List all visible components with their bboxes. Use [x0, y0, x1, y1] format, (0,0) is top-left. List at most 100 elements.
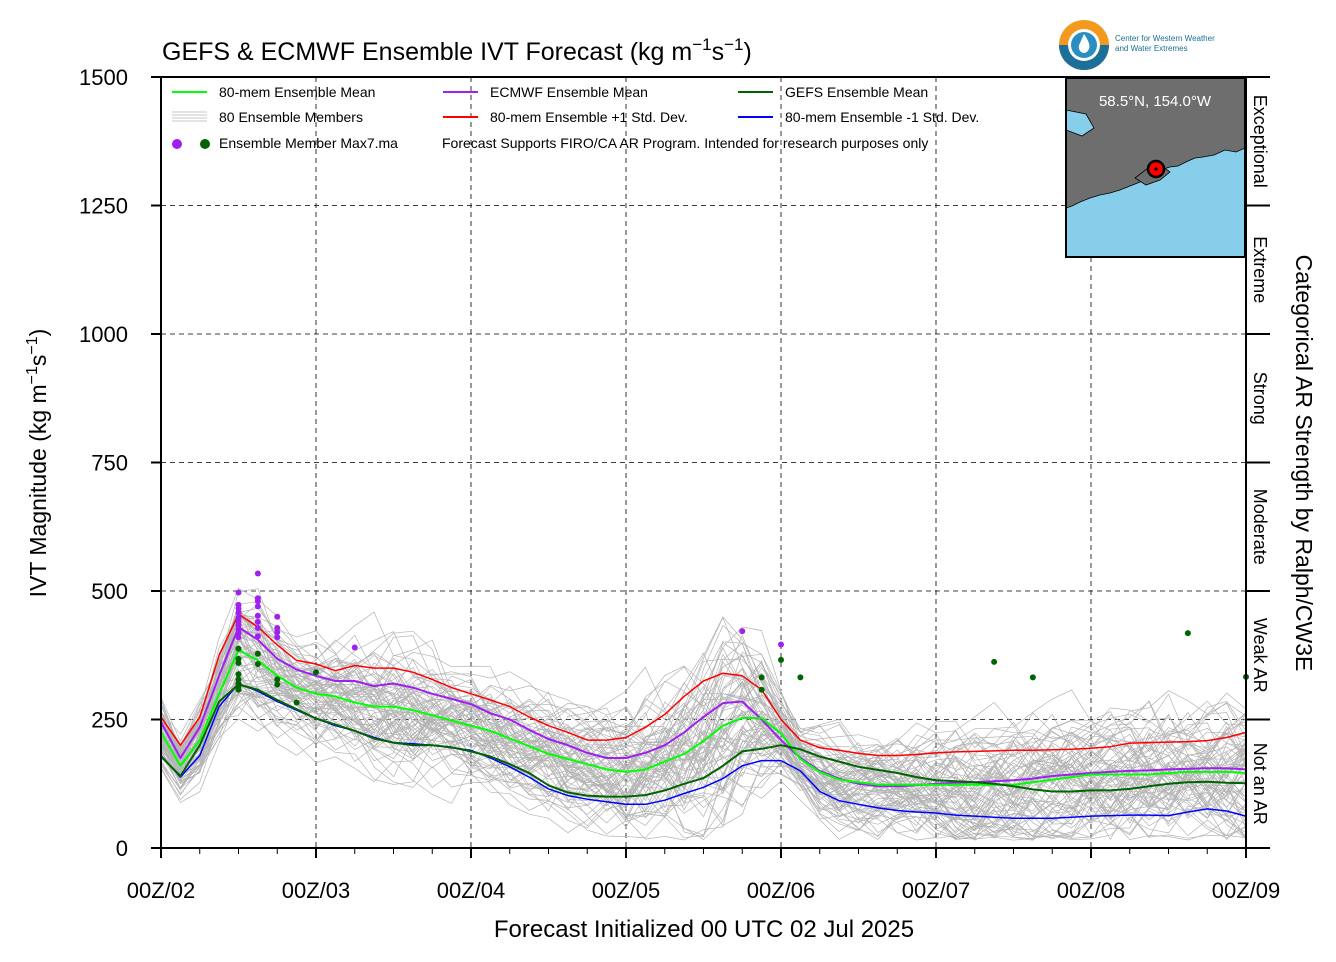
logo-text-line1: Center for Western Weather	[1115, 34, 1215, 43]
legend-label-ecmwf: ECMWF Ensemble Mean	[490, 84, 648, 100]
y-tick-label: 250	[91, 708, 128, 733]
legend-label-max-dots: Ensemble Member Max7.ma	[219, 135, 398, 151]
legend-label-gefs: GEFS Ensemble Mean	[785, 84, 928, 100]
ensemble-member-line	[160, 641, 1247, 819]
ecmwf-max-dot	[235, 618, 242, 625]
x-tick-label: 00Z/08	[1057, 878, 1126, 903]
ensemble-member-line	[160, 612, 1247, 792]
gefs-max-dot	[254, 650, 261, 657]
gefs-mean-line	[160, 683, 1247, 798]
ensemble-member-line	[160, 679, 1247, 839]
x-axis-label: Forecast Initialized 00 UTC 02 Jul 2025	[494, 916, 914, 943]
legend: 80-mem Ensemble Mean ECMWF Ensemble Mean…	[172, 84, 979, 151]
ensemble-member-line	[160, 652, 1247, 803]
gefs-max-dot	[235, 655, 242, 662]
ensemble-member-line	[160, 587, 1247, 787]
category-label: Moderate	[1250, 489, 1270, 565]
ecmwf-max-dot	[778, 641, 784, 648]
location-marker-center	[1154, 167, 1158, 171]
category-label: Exceptional	[1250, 95, 1270, 188]
ensemble-member-line	[160, 675, 1247, 802]
ensemble-member-line	[160, 610, 1247, 799]
y-tick-label: 1000	[79, 322, 128, 347]
ecmwf-max-dot	[254, 633, 261, 640]
plus-std-line	[160, 613, 1247, 757]
ecmwf-max-dot	[274, 613, 281, 620]
gefs-max-dot	[778, 656, 784, 663]
ecmwf-max-dot	[274, 634, 281, 641]
gefs-max-dot	[235, 680, 242, 687]
y-tick-label: 1500	[79, 65, 128, 90]
ensemble-member-line	[160, 632, 1247, 827]
ecmwf-mean-line	[160, 626, 1247, 788]
ecmwf-max-dot	[235, 626, 242, 633]
ensemble-mean-line	[160, 649, 1247, 786]
ecmwf-max-dot	[235, 634, 242, 641]
legend-label-minus-std: 80-mem Ensemble -1 Std. Dev.	[785, 109, 979, 125]
y-axis-label: IVT Magnitude (kg m−1s−1)	[24, 329, 51, 598]
ensemble-member-line	[160, 686, 1247, 841]
category-label: Weak AR	[1250, 618, 1270, 693]
tick-labels: 0 250 500 750 1000 1250 1500 00Z/02 00Z/03 00Z/04…	[79, 65, 1280, 903]
gefs-max-dot	[758, 686, 765, 693]
ensemble-member-line	[160, 614, 1247, 787]
right-axis-label: Categorical AR Strength by Ralph/CW3E	[1291, 255, 1317, 672]
ensemble-member-line	[160, 668, 1247, 841]
ensemble-member-line	[160, 681, 1247, 838]
legend-label-mean: 80-mem Ensemble Mean	[219, 84, 375, 100]
gefs-max-dot	[235, 659, 242, 666]
legend-dot-ecmwf	[172, 139, 182, 149]
gefs-max-dot	[293, 699, 300, 706]
ensemble-member-line	[160, 648, 1247, 837]
ecmwf-max-dot	[254, 625, 261, 632]
gefs-max-dot	[274, 676, 281, 683]
x-tick-label: 00Z/02	[127, 878, 196, 903]
gefs-max-dot	[274, 681, 281, 688]
ecmwf-max-dot	[274, 629, 281, 636]
ensemble-member-line	[160, 628, 1247, 790]
ecmwf-max-dot	[235, 609, 242, 616]
max-member-dots	[235, 570, 1249, 706]
ecmwf-max-dot	[254, 612, 261, 619]
ensemble-member-line	[160, 607, 1247, 820]
ensemble-member-line	[160, 688, 1247, 834]
gefs-max-dot	[235, 676, 242, 683]
category-label: Extreme	[1250, 236, 1270, 303]
ecmwf-max-dot	[739, 628, 746, 635]
legend-label-members: 80 Ensemble Members	[219, 109, 363, 125]
gefs-max-dot	[797, 674, 804, 681]
gefs-max-dot	[235, 671, 242, 678]
ecmwf-max-dot	[235, 601, 242, 608]
ensemble-member-line	[160, 692, 1247, 840]
inset-location-label: 58.5°N, 154.0°W	[1099, 93, 1212, 110]
category-label: Not an AR	[1250, 743, 1270, 825]
x-tick-label: 00Z/04	[437, 878, 506, 903]
ensemble-member-line	[160, 637, 1247, 815]
ensemble-member-line	[160, 656, 1247, 819]
x-tick-label: 00Z/03	[282, 878, 351, 903]
ecmwf-max-dot	[235, 589, 242, 596]
x-tick-label: 00Z/06	[747, 878, 816, 903]
ecmwf-max-dot	[254, 595, 261, 602]
cw3e-logo: Center for Western Weather and Water Ext…	[1059, 20, 1215, 70]
ensemble-member-line	[160, 616, 1247, 795]
ensemble-member-line	[160, 680, 1247, 822]
y-tick-label: 0	[116, 836, 128, 861]
ensemble-member-line	[160, 620, 1247, 838]
x-tick-label: 00Z/09	[1212, 878, 1281, 903]
y-tick-label: 500	[91, 579, 128, 604]
ensemble-member-line	[160, 613, 1247, 811]
legend-note: Forecast Supports FIRO/CA AR Program. In…	[442, 135, 928, 151]
ensemble-member-line	[160, 626, 1247, 826]
ensemble-member-line	[160, 706, 1247, 841]
ensemble-member-line	[160, 667, 1247, 825]
ecmwf-max-dot	[351, 644, 358, 651]
ar-category-labels: Not an AR Weak AR Moderate Strong Extreme Exc…	[1246, 95, 1270, 849]
gefs-max-dot	[254, 660, 261, 667]
legend-label-plus-std: 80-mem Ensemble +1 Std. Dev.	[490, 109, 688, 125]
gefs-max-dot	[758, 674, 765, 681]
legend-swatch-members	[172, 111, 207, 122]
gefs-max-dot	[1184, 630, 1191, 637]
ecmwf-max-dot	[274, 625, 281, 632]
